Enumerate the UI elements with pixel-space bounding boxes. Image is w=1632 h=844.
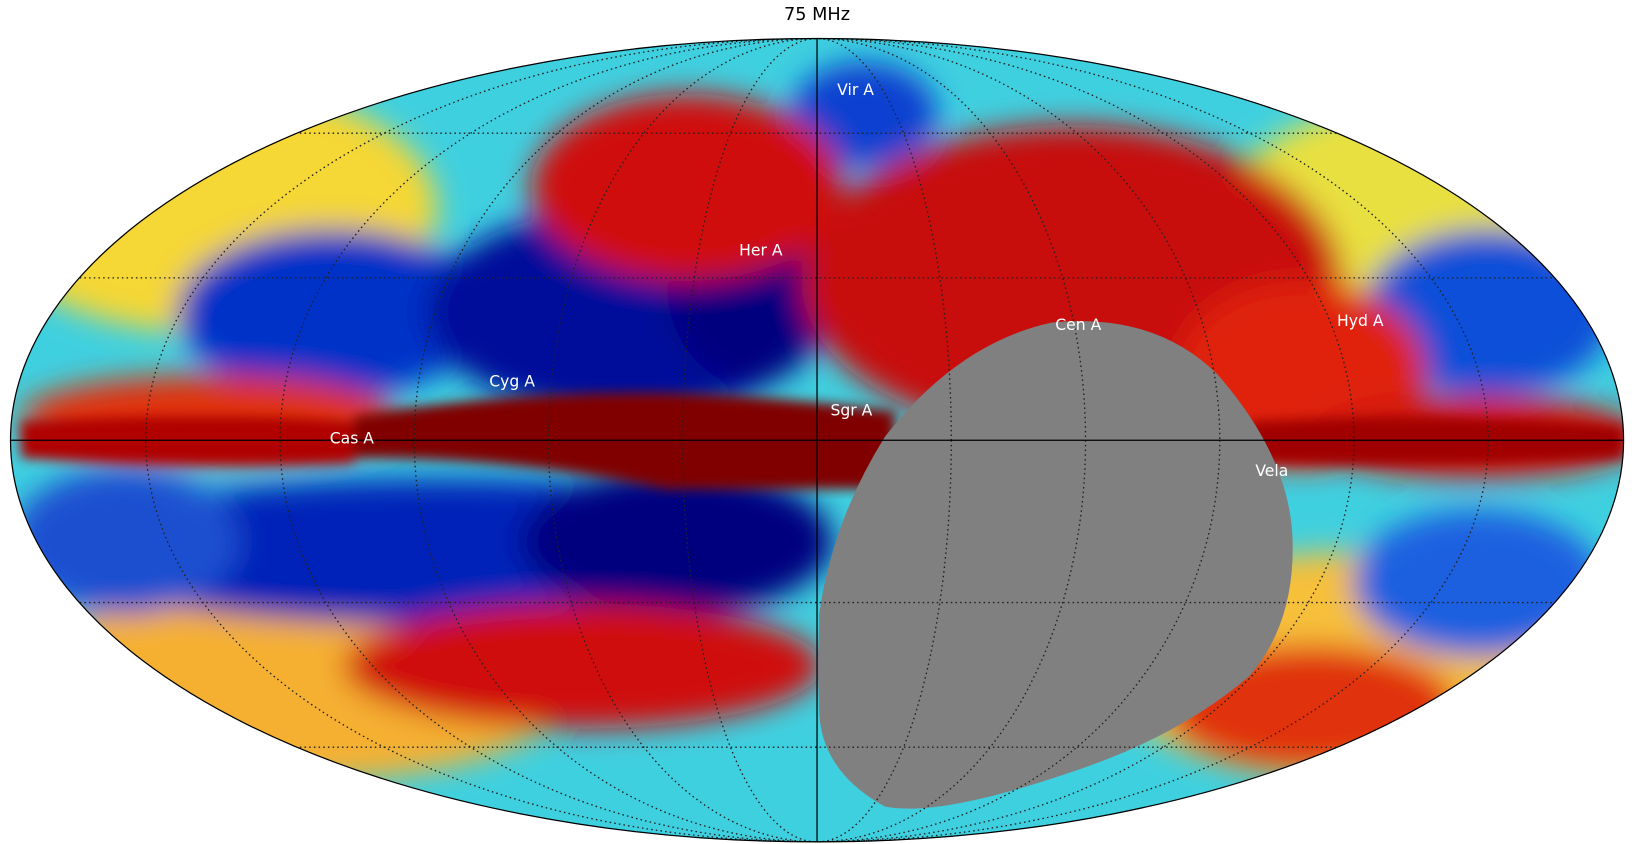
map-title: 75 MHz bbox=[784, 5, 850, 25]
source-label: Cyg A bbox=[489, 372, 535, 390]
source-label: Her A bbox=[739, 241, 783, 259]
source-label: Hyd A bbox=[1337, 312, 1384, 330]
sky-image bbox=[0, 0, 1632, 844]
source-label: Vir A bbox=[837, 81, 874, 99]
source-label: Cas A bbox=[330, 430, 375, 448]
source-label: Cen A bbox=[1055, 316, 1101, 334]
source-label: Sgr A bbox=[830, 402, 872, 420]
sky-map: 75 MHz bbox=[0, 0, 1632, 844]
source-label: Vela bbox=[1255, 462, 1288, 480]
page: 75 MHz bbox=[0, 0, 1632, 844]
